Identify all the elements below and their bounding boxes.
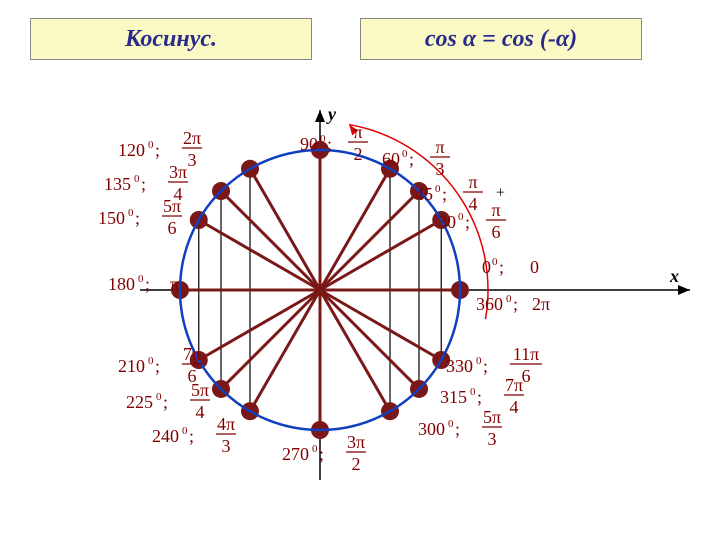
svg-text:;: ;	[155, 140, 160, 160]
svg-text:6: 6	[168, 218, 177, 238]
svg-text:150: 150	[98, 208, 125, 228]
svg-text:0: 0	[470, 386, 476, 398]
svg-text:0: 0	[148, 355, 154, 367]
svg-text:0: 0	[458, 211, 464, 223]
svg-text:4: 4	[174, 184, 183, 204]
svg-text:360: 360	[476, 294, 503, 314]
svg-text:7π: 7π	[505, 375, 523, 395]
svg-text:π: π	[170, 274, 179, 294]
unit-circle-diagram: xy+900;π2600;π3450;π4300;π600;03600;2π33…	[0, 0, 720, 540]
svg-text:4: 4	[469, 194, 478, 214]
svg-text:;: ;	[155, 356, 160, 376]
svg-text:0: 0	[435, 183, 441, 195]
svg-text:270: 270	[282, 444, 309, 464]
svg-text:2: 2	[354, 144, 363, 164]
svg-text:;: ;	[163, 392, 168, 412]
svg-text:330: 330	[446, 356, 473, 376]
svg-text:3: 3	[436, 159, 445, 179]
svg-text:;: ;	[465, 212, 470, 232]
svg-text:0: 0	[156, 391, 162, 403]
svg-text:;: ;	[477, 387, 482, 407]
svg-text:;: ;	[483, 356, 488, 376]
svg-text:2π: 2π	[183, 128, 201, 148]
svg-text:0: 0	[448, 418, 454, 430]
svg-text:60: 60	[382, 149, 400, 169]
svg-text:;: ;	[442, 184, 447, 204]
svg-text:7π: 7π	[183, 344, 201, 364]
svg-text:x: x	[669, 266, 679, 286]
svg-text:0: 0	[138, 273, 144, 285]
svg-text:300: 300	[418, 419, 445, 439]
svg-text:2π: 2π	[532, 294, 550, 314]
svg-text:0: 0	[128, 207, 134, 219]
svg-text:135: 135	[104, 174, 131, 194]
svg-text:;: ;	[499, 257, 504, 277]
svg-text:180: 180	[108, 274, 135, 294]
svg-text:3: 3	[488, 429, 497, 449]
svg-text:;: ;	[135, 208, 140, 228]
svg-text:;: ;	[319, 444, 324, 464]
svg-text:30: 30	[438, 212, 456, 232]
svg-text:;: ;	[141, 174, 146, 194]
svg-text:3π: 3π	[347, 432, 365, 452]
svg-text:4: 4	[196, 402, 205, 422]
svg-text:240: 240	[152, 426, 179, 446]
svg-text:45: 45	[415, 184, 433, 204]
svg-text:6: 6	[492, 222, 501, 242]
svg-text:11π: 11π	[513, 344, 539, 364]
svg-text:0: 0	[312, 443, 318, 455]
svg-text:315: 315	[440, 387, 467, 407]
svg-text:0: 0	[506, 293, 512, 305]
svg-text:0: 0	[182, 425, 188, 437]
svg-text:;: ;	[455, 419, 460, 439]
svg-text:3: 3	[188, 150, 197, 170]
svg-text:;: ;	[189, 426, 194, 446]
svg-text:6: 6	[188, 366, 197, 386]
svg-text:0: 0	[530, 257, 539, 277]
svg-text:;: ;	[145, 274, 150, 294]
svg-text:0: 0	[134, 173, 140, 185]
svg-text:2: 2	[352, 454, 361, 474]
svg-text:y: y	[326, 104, 337, 124]
svg-text:225: 225	[126, 392, 153, 412]
svg-text:0: 0	[492, 256, 498, 268]
svg-text:0: 0	[476, 355, 482, 367]
svg-text:4: 4	[510, 397, 519, 417]
svg-text:π: π	[435, 137, 444, 157]
svg-text:5π: 5π	[483, 407, 501, 427]
svg-text:;: ;	[513, 294, 518, 314]
svg-text:;: ;	[409, 149, 414, 169]
svg-text:210: 210	[118, 356, 145, 376]
svg-text:3π: 3π	[169, 162, 187, 182]
svg-text:3: 3	[222, 436, 231, 456]
svg-text:0: 0	[402, 148, 408, 160]
svg-text:0: 0	[320, 133, 326, 145]
svg-text:π: π	[468, 172, 477, 192]
svg-text:π: π	[491, 200, 500, 220]
svg-text:;: ;	[327, 134, 332, 154]
svg-text:4π: 4π	[217, 414, 235, 434]
svg-text:0: 0	[482, 257, 491, 277]
svg-text:90: 90	[300, 134, 318, 154]
svg-text:π: π	[353, 122, 362, 142]
svg-text:0: 0	[148, 139, 154, 151]
svg-text:120: 120	[118, 140, 145, 160]
